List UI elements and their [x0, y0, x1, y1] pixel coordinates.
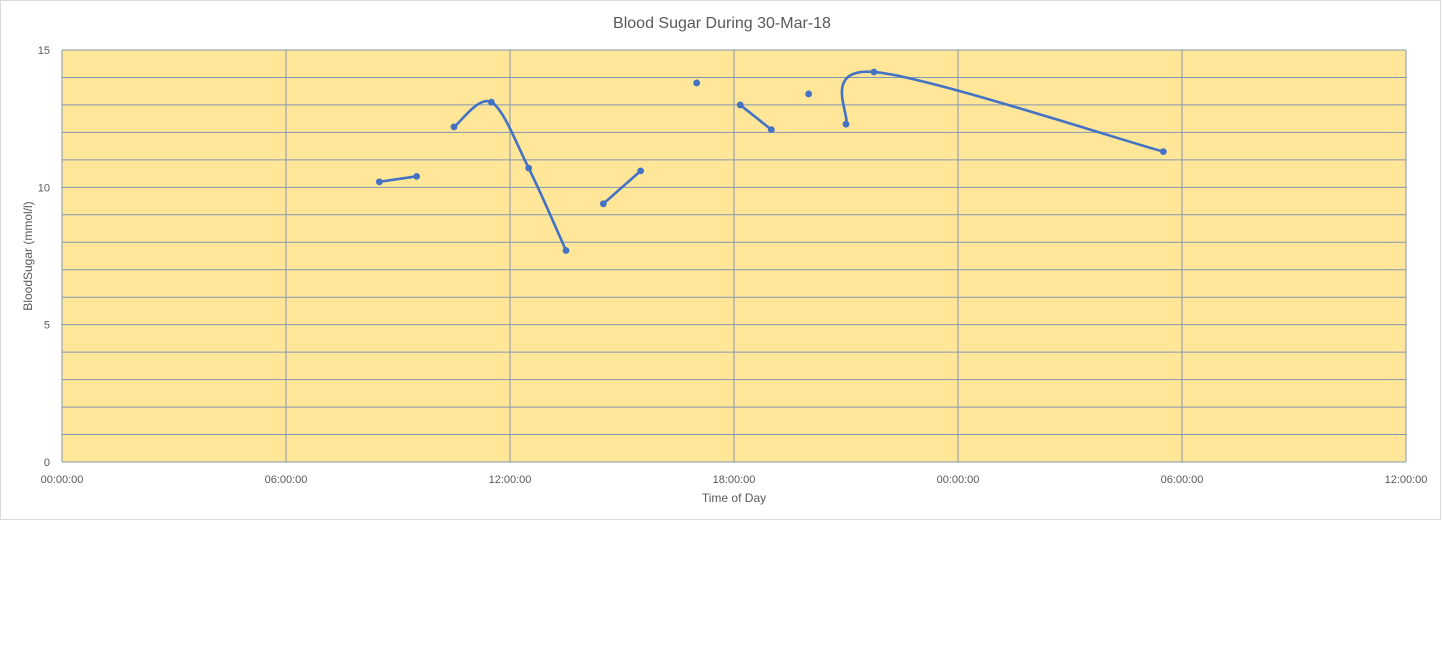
data-point — [413, 172, 421, 180]
x-tick-label: 12:00:00 — [489, 474, 532, 486]
x-axis-ticks: 00:00:00 06:00:00 12:00:00 18:00:00 00:00:00… — [41, 474, 1428, 486]
data-point — [450, 123, 458, 131]
x-tick-label: 00:00:00 — [41, 474, 84, 486]
data-point — [375, 178, 383, 186]
x-tick-label: 18:00:00 — [713, 474, 756, 486]
data-point — [736, 101, 744, 109]
data-point — [805, 90, 813, 98]
data-point — [1159, 148, 1167, 156]
data-point — [525, 164, 533, 172]
series-blood-sugar — [375, 68, 1167, 254]
x-axis-label: Time of Day — [702, 491, 766, 505]
y-axis-ticks: 0 5 10 15 — [38, 45, 50, 469]
y-tick-label: 5 — [44, 320, 50, 332]
data-point — [637, 167, 645, 175]
chart-frame: 0 5 10 15 00:00:00 06:00:00 12:00:00 18:00:00 0… — [0, 0, 1441, 520]
x-tick-label: 12:00:00 — [1385, 474, 1428, 486]
data-point — [562, 247, 570, 254]
series-line-segment — [452, 99, 568, 252]
data-point — [842, 120, 850, 128]
y-tick-label: 0 — [44, 457, 50, 469]
y-tick-label: 15 — [38, 45, 50, 57]
data-point — [870, 68, 878, 76]
data-point — [599, 200, 607, 208]
data-point — [487, 98, 495, 106]
data-point — [767, 126, 775, 134]
x-tick-label: 06:00:00 — [265, 474, 308, 486]
y-axis-label: BloodSugar (mmol/l) — [21, 201, 35, 310]
chart-title: Blood Sugar During 30-Mar-18 — [613, 15, 831, 32]
y-tick-label: 10 — [38, 182, 50, 194]
series-line-segment — [840, 70, 1165, 153]
x-tick-label: 00:00:00 — [937, 474, 980, 486]
x-tick-label: 06:00:00 — [1161, 474, 1204, 486]
data-point — [693, 79, 701, 87]
vertical-gridlines — [61, 50, 1407, 462]
